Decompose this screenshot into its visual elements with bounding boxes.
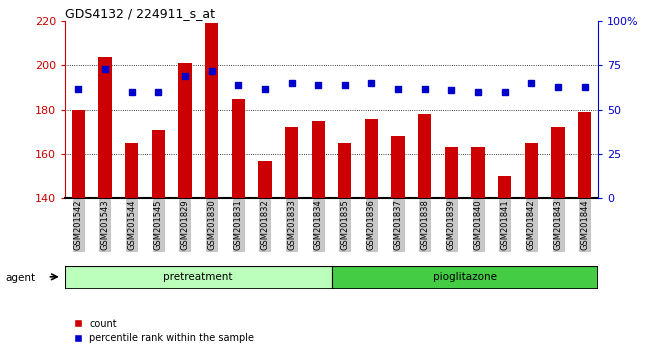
Text: GSM201844: GSM201844	[580, 200, 589, 250]
Text: GSM201833: GSM201833	[287, 200, 296, 250]
Text: GSM201834: GSM201834	[314, 200, 322, 250]
Legend: count, percentile rank within the sample: count, percentile rank within the sample	[70, 315, 258, 347]
Text: GDS4132 / 224911_s_at: GDS4132 / 224911_s_at	[65, 7, 215, 20]
Text: GSM201842: GSM201842	[527, 200, 536, 250]
Bar	[332, 266, 598, 289]
Bar	[205, 23, 218, 198]
Text: GSM201839: GSM201839	[447, 200, 456, 250]
Text: GSM201542: GSM201542	[74, 200, 83, 250]
Text: GSM201830: GSM201830	[207, 200, 216, 250]
Bar	[471, 147, 485, 198]
Bar	[418, 114, 432, 198]
Bar	[178, 63, 192, 198]
Bar	[551, 127, 565, 198]
Text: pioglitazone: pioglitazone	[433, 272, 497, 282]
Bar	[231, 99, 245, 198]
Text: agent: agent	[5, 273, 35, 283]
Bar	[151, 130, 165, 198]
Bar	[125, 143, 138, 198]
Text: GSM201829: GSM201829	[181, 200, 189, 250]
Bar	[445, 147, 458, 198]
Text: GSM201835: GSM201835	[341, 200, 349, 250]
Text: pretreatment: pretreatment	[164, 272, 233, 282]
Text: GSM201831: GSM201831	[234, 200, 242, 250]
Text: GSM201840: GSM201840	[474, 200, 482, 250]
Bar	[338, 143, 352, 198]
Text: GSM201838: GSM201838	[421, 200, 429, 250]
Text: GSM201841: GSM201841	[500, 200, 509, 250]
Bar	[365, 119, 378, 198]
Bar	[72, 110, 85, 198]
Bar	[98, 57, 112, 198]
Text: GSM201543: GSM201543	[101, 200, 109, 250]
Text: GSM201836: GSM201836	[367, 200, 376, 250]
Bar	[498, 176, 512, 198]
Bar	[258, 161, 272, 198]
Text: GSM201837: GSM201837	[394, 200, 402, 250]
Text: GSM201544: GSM201544	[127, 200, 136, 250]
Bar	[525, 143, 538, 198]
Bar	[65, 266, 332, 289]
Text: GSM201843: GSM201843	[554, 200, 562, 250]
Bar	[578, 112, 592, 198]
Bar	[311, 121, 325, 198]
Text: GSM201832: GSM201832	[261, 200, 269, 250]
Bar	[285, 127, 298, 198]
Text: GSM201545: GSM201545	[154, 200, 162, 250]
Bar	[391, 136, 405, 198]
